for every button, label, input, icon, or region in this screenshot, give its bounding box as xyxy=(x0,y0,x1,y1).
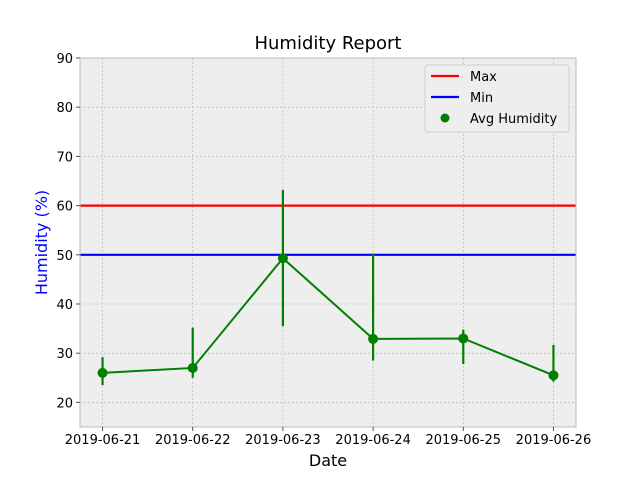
data-point xyxy=(277,253,288,264)
y-axis-label: Humidity (%) xyxy=(32,190,51,295)
legend-label-max: Max xyxy=(470,70,497,85)
x-axis-label: Date xyxy=(309,451,347,470)
x-tick-label: 2019-06-24 xyxy=(335,433,411,448)
data-point xyxy=(368,333,379,344)
legend-swatch-avg-humidity xyxy=(440,113,450,123)
y-tick-label: 40 xyxy=(56,298,73,313)
y-tick-label: 70 xyxy=(56,150,73,165)
series-line-avg-humidity xyxy=(102,256,554,377)
x-tick-label: 2019-06-21 xyxy=(65,433,141,448)
error-bars xyxy=(101,189,555,386)
chart-title: Humidity Report xyxy=(254,33,401,54)
data-point xyxy=(97,367,108,378)
data-point xyxy=(458,333,469,344)
y-tick-label: 90 xyxy=(56,52,73,67)
y-tick-label: 60 xyxy=(56,200,73,215)
data-point xyxy=(187,362,198,373)
reference-lines xyxy=(80,204,576,256)
x-tick-label: 2019-06-22 xyxy=(155,433,231,448)
x-tick-label: 2019-06-26 xyxy=(516,433,592,448)
y-tick-label: 20 xyxy=(56,396,73,411)
x-tick-label: 2019-06-23 xyxy=(245,433,321,448)
legend: Max Min Avg Humidity xyxy=(424,64,570,133)
plot-frame xyxy=(79,57,577,428)
x-tick-label: 2019-06-25 xyxy=(425,433,501,448)
y-axis-ticks: 20 30 40 50 60 70 80 90 xyxy=(56,52,80,411)
data-points xyxy=(97,253,559,381)
legend-label-min: Min xyxy=(470,91,493,106)
x-axis-ticks: 2019-06-21 2019-06-22 2019-06-23 2019-06-24… xyxy=(65,427,591,448)
data-point xyxy=(548,370,559,381)
y-tick-label: 50 xyxy=(56,249,73,264)
y-tick-label: 80 xyxy=(56,101,73,116)
legend-box xyxy=(424,64,570,133)
y-tick-label: 30 xyxy=(56,347,73,362)
legend-label-avg-humidity: Avg Humidity xyxy=(470,112,557,127)
